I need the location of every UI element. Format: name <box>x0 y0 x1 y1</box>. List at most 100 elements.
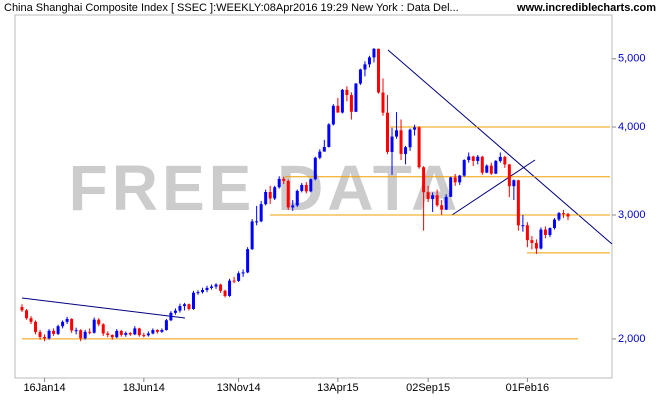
candle-body <box>354 83 358 112</box>
candle-body <box>119 330 123 335</box>
x-tick-label: 16Jan14 <box>23 382 65 394</box>
trend-line <box>451 159 536 216</box>
candle-body <box>367 57 371 65</box>
trend-line <box>387 49 613 245</box>
candle-body <box>56 326 60 334</box>
candle-body <box>507 164 511 187</box>
candle-body <box>313 157 317 180</box>
candle-body <box>92 319 96 333</box>
candle-body <box>264 191 268 205</box>
candle-body <box>431 195 435 200</box>
candle-body <box>128 333 132 335</box>
candle-body <box>395 130 399 137</box>
candle-body <box>345 89 349 96</box>
candle-body <box>137 328 141 336</box>
candle-body <box>246 249 250 273</box>
candle-body <box>435 195 439 206</box>
candle-body <box>295 190 299 206</box>
candle-body <box>327 124 331 147</box>
candle-body <box>169 312 173 321</box>
candle-body <box>521 225 525 227</box>
chart-title: China Shanghai Composite Index [ SSEC ]:… <box>4 2 459 14</box>
candle-body <box>408 129 412 148</box>
candle-body <box>358 69 362 84</box>
candle-body <box>191 292 195 309</box>
candle-body <box>155 330 159 332</box>
candle-body <box>543 229 547 235</box>
candle-body <box>336 105 340 113</box>
candle-body <box>390 136 394 152</box>
candle-body <box>200 290 204 293</box>
candle-body <box>205 287 209 291</box>
candle-body <box>471 156 475 161</box>
candle-body <box>25 310 29 319</box>
candle-body <box>552 219 556 229</box>
candle-body <box>255 221 259 223</box>
candle-body <box>399 130 403 154</box>
candle-body <box>453 177 457 183</box>
candle-body <box>110 334 114 338</box>
candle-body <box>173 310 177 313</box>
candle-body <box>376 48 380 93</box>
candle-body <box>106 333 110 335</box>
candle-body <box>83 331 87 339</box>
candle-body <box>498 156 502 161</box>
candle-body <box>101 324 105 334</box>
candle-body <box>489 165 493 174</box>
candle-body <box>97 319 101 325</box>
candle-body <box>525 225 529 241</box>
candle-body <box>534 243 538 249</box>
candle-body <box>539 229 543 249</box>
candle-body <box>516 180 520 226</box>
candle-body <box>232 280 236 282</box>
watermark: FREE DATA <box>69 152 462 224</box>
candle-body <box>61 321 65 327</box>
y-tick-label: 2,000 <box>618 333 646 345</box>
candle-body <box>47 330 51 339</box>
candle-body <box>182 304 186 307</box>
candle-body <box>485 165 489 173</box>
x-tick-label: 13Nov14 <box>217 382 261 394</box>
candle-body <box>178 306 182 311</box>
candle-body <box>462 160 466 176</box>
candle-body <box>449 177 453 197</box>
candle-body <box>228 280 232 296</box>
candle-body <box>426 192 430 200</box>
candle-body <box>74 330 78 332</box>
candle-body <box>476 156 480 161</box>
candle-body <box>413 127 417 130</box>
x-tick-label: 01Feb16 <box>506 382 549 394</box>
source: www.incrediblecharts.com <box>516 2 656 14</box>
candle-body <box>273 187 277 199</box>
candle-body <box>34 321 38 333</box>
candle-body <box>79 330 83 339</box>
candle-body <box>268 191 272 199</box>
candle-body <box>440 205 444 210</box>
candle-body <box>250 221 254 250</box>
plot-frame <box>14 14 613 379</box>
candle-body <box>467 156 471 161</box>
y-tick-label: 5,000 <box>618 53 646 65</box>
candle-body <box>38 332 42 337</box>
trend-line <box>21 297 186 319</box>
candle-body <box>187 304 191 309</box>
candle-body <box>29 318 33 322</box>
candle-body <box>70 318 74 331</box>
candle-body <box>214 284 218 287</box>
candle-body <box>530 240 534 244</box>
candle-body <box>417 127 421 168</box>
candle-body <box>124 333 128 335</box>
candle-body <box>164 320 168 331</box>
candle-body <box>422 167 426 193</box>
y-tick-label: 4,000 <box>618 121 646 133</box>
candle-body <box>548 228 552 235</box>
candle-body <box>331 105 335 125</box>
candle-body <box>386 112 390 152</box>
candle-body <box>223 290 227 296</box>
candle-body <box>561 213 565 215</box>
candle-body <box>277 178 281 188</box>
candle-body <box>291 205 295 208</box>
candle-body <box>151 330 155 334</box>
candle-body <box>566 214 570 217</box>
candle-body <box>160 330 164 332</box>
